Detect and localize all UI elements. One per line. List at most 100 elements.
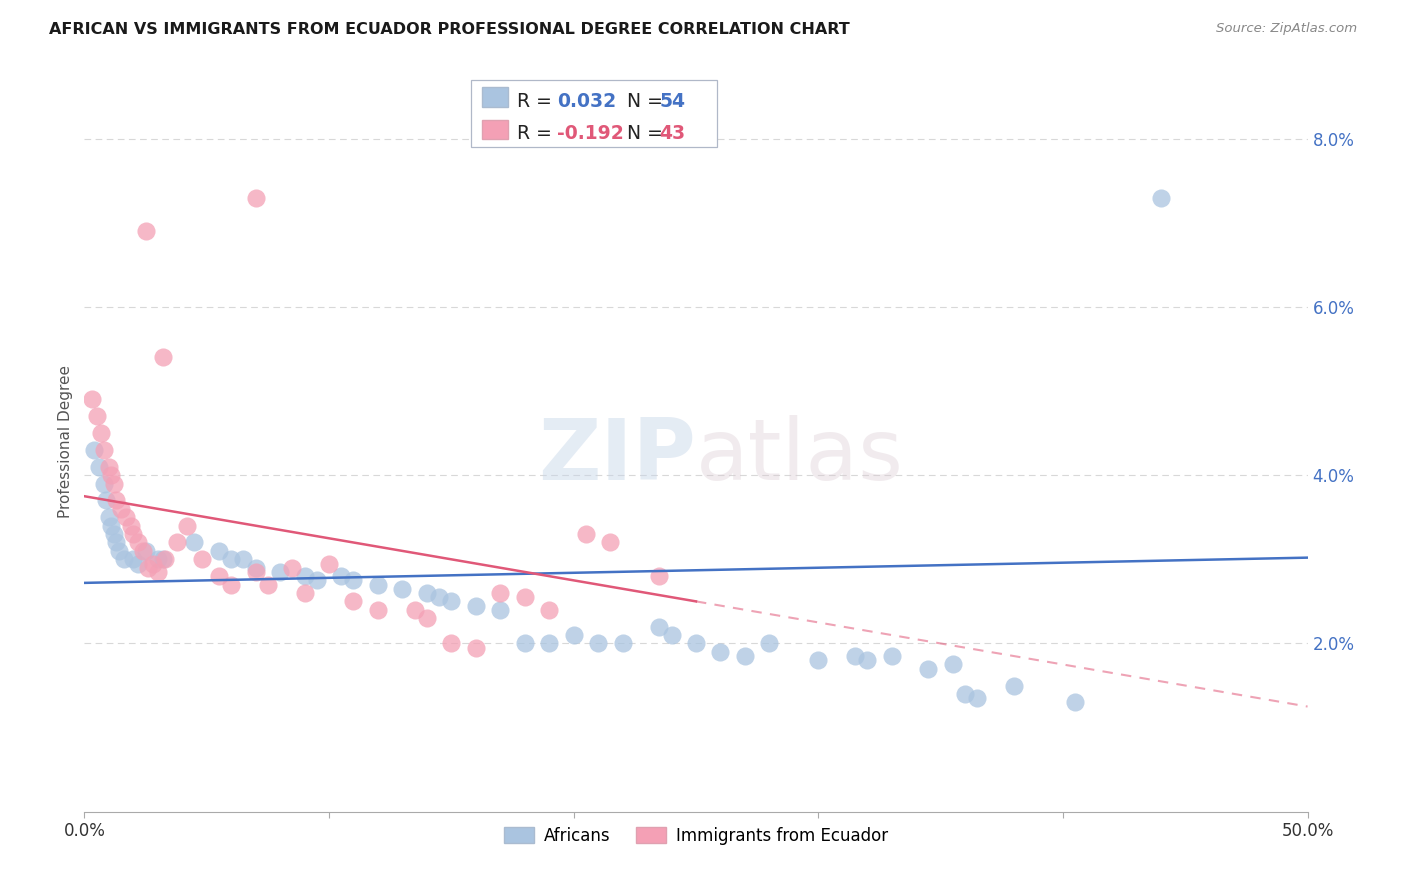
Point <box>112 552 135 566</box>
Point <box>586 636 609 650</box>
Point <box>257 577 280 591</box>
Text: 0.032: 0.032 <box>557 92 616 111</box>
Point <box>880 649 903 664</box>
Point <box>105 493 128 508</box>
Point <box>152 351 174 365</box>
Point <box>1064 695 1087 709</box>
Point <box>176 518 198 533</box>
Point <box>734 649 756 664</box>
Text: atlas: atlas <box>696 415 904 498</box>
Point <box>440 636 463 650</box>
Point <box>562 628 585 642</box>
Point <box>93 442 115 457</box>
Point <box>208 569 231 583</box>
Legend: Africans, Immigrants from Ecuador: Africans, Immigrants from Ecuador <box>498 820 894 852</box>
Point <box>513 636 536 650</box>
Point <box>416 586 439 600</box>
Point <box>127 557 149 571</box>
Point <box>269 565 291 579</box>
Text: AFRICAN VS IMMIGRANTS FROM ECUADOR PROFESSIONAL DEGREE CORRELATION CHART: AFRICAN VS IMMIGRANTS FROM ECUADOR PROFE… <box>49 22 851 37</box>
Point <box>219 552 242 566</box>
Point <box>86 409 108 424</box>
Point <box>440 594 463 608</box>
Point <box>917 662 939 676</box>
Point <box>294 569 316 583</box>
Point <box>1002 679 1025 693</box>
Point <box>120 518 142 533</box>
Point <box>152 552 174 566</box>
Text: R =: R = <box>517 92 558 111</box>
Point <box>153 552 176 566</box>
Point <box>966 691 988 706</box>
Point <box>97 459 120 474</box>
Point <box>648 569 671 583</box>
Point <box>416 611 439 625</box>
Point <box>132 544 155 558</box>
Point <box>146 552 169 566</box>
Point <box>404 603 426 617</box>
Point <box>685 636 707 650</box>
Point <box>127 535 149 549</box>
Point <box>294 586 316 600</box>
Point <box>103 527 125 541</box>
Point <box>281 560 304 574</box>
Text: R =: R = <box>517 124 558 143</box>
Point <box>183 535 205 549</box>
Point <box>136 560 159 574</box>
Y-axis label: Professional Degree: Professional Degree <box>58 365 73 518</box>
Point <box>489 603 512 617</box>
Point <box>87 459 110 474</box>
Point <box>245 565 267 579</box>
Text: -0.192: -0.192 <box>557 124 623 143</box>
Point <box>232 552 254 566</box>
Point <box>575 527 598 541</box>
Point <box>367 603 389 617</box>
Point <box>122 552 145 566</box>
Text: N =: N = <box>609 92 669 111</box>
Point <box>612 636 634 650</box>
Point <box>110 501 132 516</box>
Point <box>135 224 157 238</box>
Point <box>807 653 830 667</box>
Point <box>96 493 118 508</box>
Point <box>122 527 145 541</box>
Point <box>953 687 976 701</box>
Point <box>318 557 340 571</box>
Point <box>342 574 364 588</box>
Point <box>427 590 450 604</box>
Point <box>599 535 621 549</box>
Point <box>330 569 353 583</box>
Point <box>844 649 866 664</box>
Point <box>856 653 879 667</box>
Point <box>100 518 122 533</box>
Text: 43: 43 <box>659 124 686 143</box>
Point <box>107 544 129 558</box>
Point <box>391 582 413 596</box>
Point <box>142 557 165 571</box>
Point <box>367 577 389 591</box>
Point <box>661 628 683 642</box>
Point <box>245 190 267 204</box>
Point <box>758 636 780 650</box>
Point <box>648 619 671 633</box>
Point <box>146 565 169 579</box>
Point <box>219 577 242 591</box>
Point <box>208 544 231 558</box>
Point <box>538 636 561 650</box>
Point <box>166 535 188 549</box>
Point <box>103 476 125 491</box>
Point <box>90 426 112 441</box>
Text: ZIP: ZIP <box>538 415 696 498</box>
Point <box>513 590 536 604</box>
Point <box>489 586 512 600</box>
Point <box>105 535 128 549</box>
Text: N =: N = <box>609 124 669 143</box>
Point <box>115 510 138 524</box>
Point <box>100 468 122 483</box>
Text: Source: ZipAtlas.com: Source: ZipAtlas.com <box>1216 22 1357 36</box>
Point <box>305 574 328 588</box>
Point <box>709 645 731 659</box>
Point <box>1150 190 1173 204</box>
Point <box>464 640 486 655</box>
Point <box>464 599 486 613</box>
